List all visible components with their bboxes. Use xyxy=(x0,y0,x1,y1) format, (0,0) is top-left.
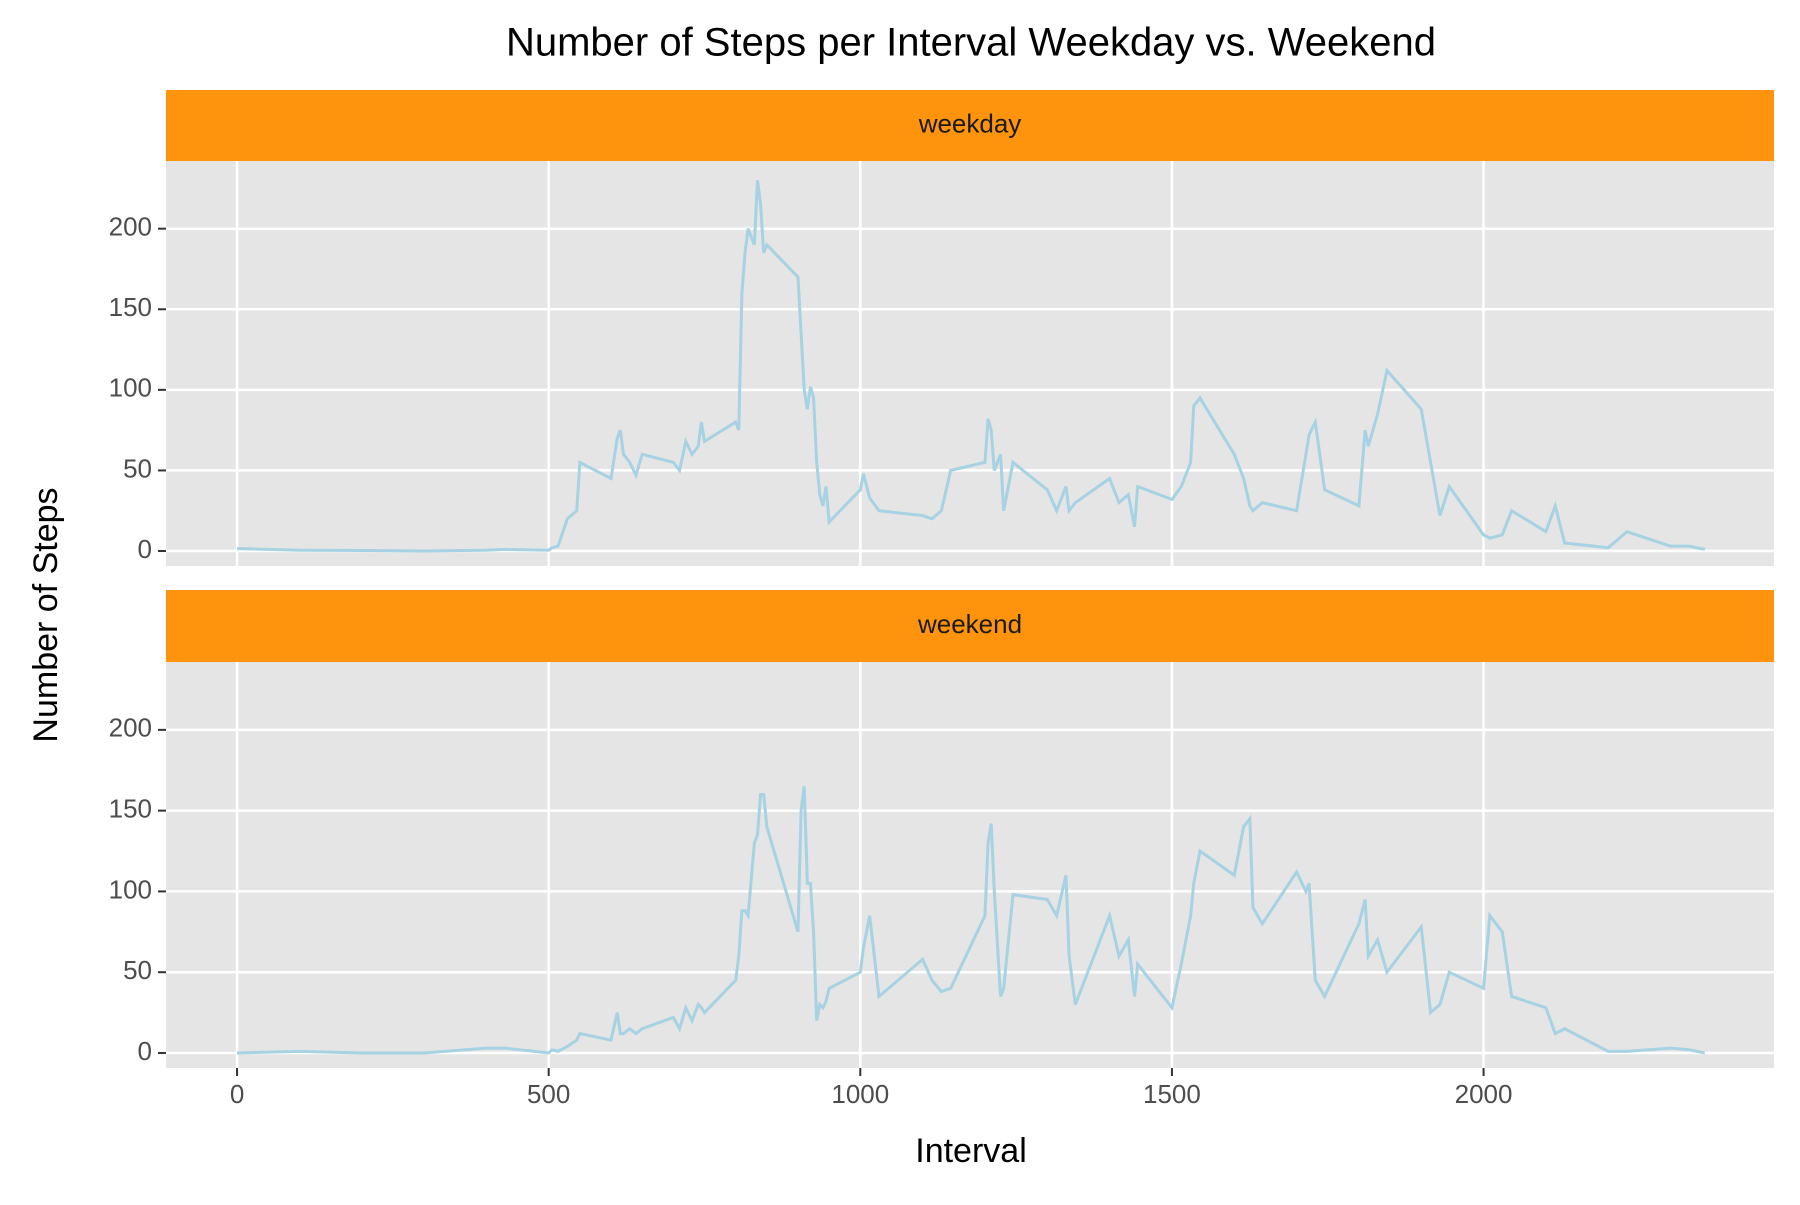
y-tick-label: 150 xyxy=(109,794,152,824)
y-tick-label: 0 xyxy=(138,1036,152,1066)
y-tick-label: 150 xyxy=(109,292,152,322)
strip xyxy=(166,590,1774,662)
y-axis-label: Number of Steps xyxy=(27,487,65,742)
strip-label: weekday xyxy=(918,108,1022,138)
y-tick-label: 50 xyxy=(123,955,152,985)
x-tick-label: 500 xyxy=(527,1079,570,1109)
panel xyxy=(166,161,1774,566)
panel xyxy=(166,662,1774,1068)
x-tick-label: 1500 xyxy=(1143,1079,1201,1109)
y-tick-label: 100 xyxy=(109,874,152,904)
y-tick-label: 200 xyxy=(109,212,152,242)
y-tick-label: 0 xyxy=(138,534,152,564)
strip xyxy=(166,90,1774,161)
y-tick-label: 50 xyxy=(123,453,152,483)
strip-label: weekend xyxy=(917,609,1022,639)
chart-title: Number of Steps per Interval Weekday vs.… xyxy=(506,21,1436,65)
x-tick-label: 0 xyxy=(230,1079,244,1109)
y-tick-label: 200 xyxy=(109,713,152,743)
data-line xyxy=(237,180,1706,553)
data-line xyxy=(237,786,1706,1055)
x-axis-label: Interval xyxy=(915,1132,1027,1170)
x-tick-label: 2000 xyxy=(1455,1079,1513,1109)
y-tick-label: 100 xyxy=(109,373,152,403)
x-tick-label: 1000 xyxy=(831,1079,889,1109)
